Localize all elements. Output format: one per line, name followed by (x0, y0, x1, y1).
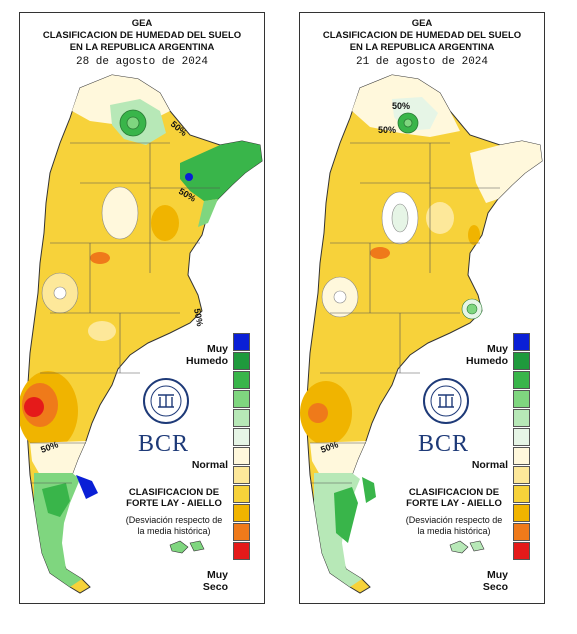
legend-swatch (513, 485, 530, 503)
classification-title: CLASIFICACION DE FORTE LAY - AIELLO (126, 487, 222, 509)
header-region: EN LA REPUBLICA ARGENTINA (69, 42, 215, 53)
legend-swatch (513, 466, 530, 484)
legend-swatch (233, 542, 250, 560)
map-panel-left: 50% 50% 50% 50% GEA CLASIFICACION DE HUM… (19, 12, 265, 604)
legend-swatch (513, 447, 530, 465)
legend-label-humedo: Muy Humedo (186, 343, 228, 367)
map-date: 28 de agosto de 2024 (75, 56, 209, 68)
classification-title: CLASIFICACION DE FORTE LAY - AIELLO (406, 487, 502, 509)
map-panel-right: 50% 50% 50% GEA CLASIFICACION DE HUMEDAD… (299, 12, 545, 604)
legend-swatch (513, 371, 530, 389)
legend-label-seco: Muy Seco (482, 569, 508, 593)
falkland-islands (169, 540, 189, 554)
bcr-logo-text: BCR (418, 431, 470, 457)
legend-swatch (233, 428, 250, 446)
classification-note: (Desviación respecto de la media históri… (405, 515, 503, 536)
legend-swatch (513, 352, 530, 370)
falkland-islands (449, 540, 469, 554)
header-subtitle: CLASIFICACION DE HUMEDAD DEL SUELO (322, 30, 522, 41)
legend-label-seco: Muy Seco (202, 569, 228, 593)
legend-swatch (233, 504, 250, 522)
bcr-logo-text: BCR (138, 431, 190, 457)
zone-pale-cordoba (101, 186, 139, 240)
legend-scale (233, 333, 250, 561)
bcr-seal-icon (423, 378, 469, 424)
legend-swatch (233, 485, 250, 503)
legend-swatch (233, 333, 250, 351)
legend-swatch (233, 390, 250, 408)
very-wet-spot (185, 173, 193, 181)
legend-swatch (233, 523, 250, 541)
legend-swatch (233, 447, 250, 465)
soil-moisture-map-left: 50% 50% 50% 50% (20, 74, 263, 594)
legend-swatch (513, 428, 530, 446)
legend-swatch (513, 409, 530, 427)
legend-swatch (513, 390, 530, 408)
legend-label-normal: Normal (191, 459, 228, 471)
zone-patagonia-pale (310, 441, 366, 475)
legend-swatch (513, 504, 530, 522)
province-borders (30, 142, 220, 484)
province-borders (310, 142, 500, 484)
soil-moisture-map-right: 50% 50% 50% (300, 74, 543, 594)
header-region: EN LA REPUBLICA ARGENTINA (349, 42, 495, 53)
header-title: GEA (411, 18, 433, 29)
contour-label: 50% (192, 308, 205, 327)
header-title: GEA (131, 18, 153, 29)
zone-mesopotamia-pale (470, 141, 542, 203)
legend-swatch (233, 466, 250, 484)
contour-label: 50% (378, 125, 396, 135)
zone-mesopotamia-green (180, 141, 262, 201)
legend-swatch (233, 409, 250, 427)
classification-note: (Desviación respecto de la media históri… (125, 515, 223, 536)
legend-label-normal: Normal (471, 459, 508, 471)
legend-scale (513, 333, 530, 561)
legend-swatch (513, 333, 530, 351)
zone-patagonia-pale (30, 441, 86, 475)
contour-label: 50% (392, 101, 410, 111)
header-subtitle: CLASIFICACION DE HUMEDAD DEL SUELO (42, 30, 242, 41)
legend-swatch (233, 352, 250, 370)
legend-swatch (233, 371, 250, 389)
bcr-seal-icon (143, 378, 189, 424)
legend-label-humedo: Muy Humedo (466, 343, 508, 367)
map-date: 21 de agosto de 2024 (355, 56, 489, 68)
legend-swatch (513, 542, 530, 560)
legend-swatch (513, 523, 530, 541)
